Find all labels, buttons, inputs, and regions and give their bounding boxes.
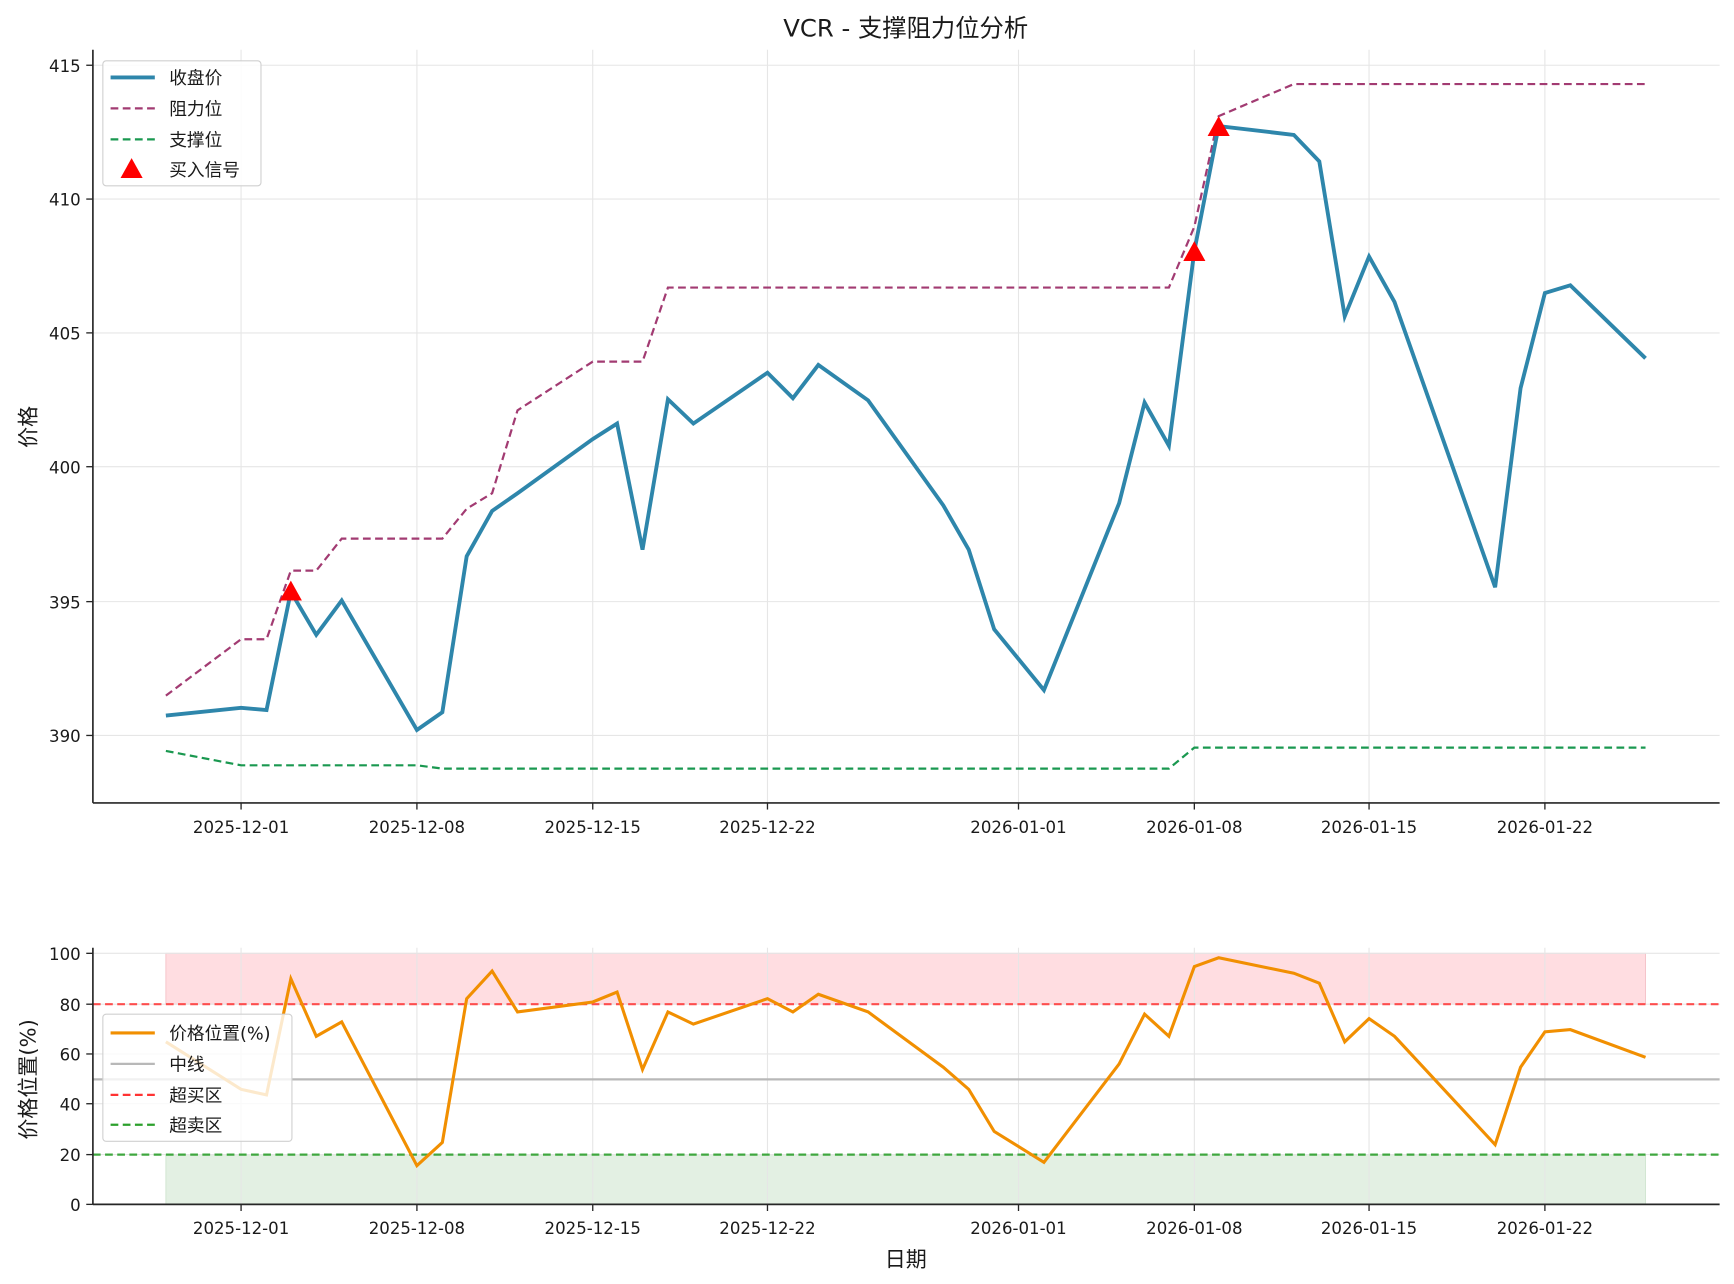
main-price-panel: 415 410 405 400 395 390 2025-12-01 2025-… — [15, 49, 1720, 837]
x-tick-label: 2025-12-08 — [369, 1219, 465, 1238]
y-tick-label: 40 — [60, 1095, 81, 1114]
y-tick-label: 100 — [49, 945, 81, 964]
x-tick-label: 2026-01-08 — [1146, 818, 1242, 837]
overbought-zone — [165, 952, 1646, 1005]
legend-label: 收盘价 — [169, 68, 222, 89]
x-tick-label: 2025-12-15 — [545, 818, 641, 837]
position-panel: 100 80 60 40 20 0 2025-12-01 2025-12-08 … — [15, 945, 1720, 1271]
legend-label: 超卖区 — [169, 1115, 222, 1136]
legend-label: 中线 — [169, 1055, 205, 1076]
legend-label: 买入信号 — [169, 160, 240, 181]
legend-buy-triangle-icon — [120, 158, 143, 179]
oversold-zone — [165, 1154, 1646, 1205]
close-price-line — [165, 123, 1647, 733]
y-tick-label: 390 — [49, 727, 81, 746]
y-tick-label: 410 — [49, 191, 81, 210]
x-tick-label: 2025-12-01 — [193, 818, 289, 837]
buy-signal-triangle-icon — [1207, 116, 1230, 137]
sub-x-axis-label: 日期 — [885, 1246, 927, 1271]
x-tick-label: 2026-01-01 — [970, 818, 1066, 837]
x-tick-label: 2026-01-15 — [1321, 818, 1417, 837]
sub-y-ticks — [86, 952, 93, 1206]
x-tick-label: 2026-01-22 — [1497, 1219, 1593, 1238]
main-legend: 收盘价 阻力位 支撑位 买入信号 — [102, 60, 262, 187]
y-tick-label: 20 — [60, 1146, 81, 1165]
main-gridlines — [92, 49, 1720, 803]
x-tick-label: 2026-01-22 — [1497, 818, 1593, 837]
buy-signal-triangle-icon — [1183, 241, 1206, 262]
x-tick-label: 2025-12-22 — [719, 1219, 815, 1238]
legend-label: 阻力位 — [169, 99, 222, 120]
y-tick-label: 60 — [60, 1046, 81, 1065]
legend-label: 价格位置(%) — [169, 1024, 270, 1045]
main-y-axis-label: 价格 — [15, 406, 40, 448]
main-x-tick-labels: 2025-12-01 2025-12-08 2025-12-15 2025-12… — [193, 818, 1593, 837]
y-tick-label: 405 — [49, 325, 81, 344]
x-tick-label: 2025-12-01 — [193, 1219, 289, 1238]
x-tick-label: 2026-01-15 — [1321, 1219, 1417, 1238]
x-tick-label: 2025-12-08 — [369, 818, 465, 837]
y-tick-label: 80 — [60, 996, 81, 1015]
y-tick-label: 395 — [49, 593, 81, 612]
x-tick-label: 2026-01-08 — [1146, 1219, 1242, 1238]
main-y-tick-labels: 415 410 405 400 395 390 — [49, 57, 81, 746]
y-tick-label: 400 — [49, 458, 81, 477]
main-x-ticks — [240, 802, 1546, 810]
chart-title: VCR - 支撑阻力位分析 — [783, 13, 1028, 42]
x-tick-label: 2025-12-22 — [719, 818, 815, 837]
buy-signal-triangle-icon — [279, 580, 302, 601]
sub-legend: 价格位置(%) 中线 超买区 超卖区 — [102, 1013, 293, 1142]
y-tick-label: 0 — [70, 1196, 81, 1215]
sub-x-tick-labels: 2025-12-01 2025-12-08 2025-12-15 2025-12… — [193, 1219, 1593, 1238]
legend-label: 支撑位 — [169, 130, 222, 151]
x-tick-label: 2026-01-01 — [970, 1219, 1066, 1238]
sub-y-axis-label: 价格位置(%) — [15, 1019, 40, 1139]
support-line — [165, 746, 1646, 770]
price-position-line — [165, 956, 1647, 1169]
legend-label: 超买区 — [169, 1086, 222, 1107]
main-y-ticks — [86, 64, 93, 737]
x-tick-label: 2025-12-15 — [545, 1219, 641, 1238]
resistance-line — [165, 82, 1646, 697]
sub-y-tick-labels: 100 80 60 40 20 0 — [49, 945, 81, 1215]
buy-signal-markers — [279, 116, 1230, 601]
y-tick-label: 415 — [49, 57, 81, 76]
sub-x-ticks — [240, 1204, 1546, 1212]
